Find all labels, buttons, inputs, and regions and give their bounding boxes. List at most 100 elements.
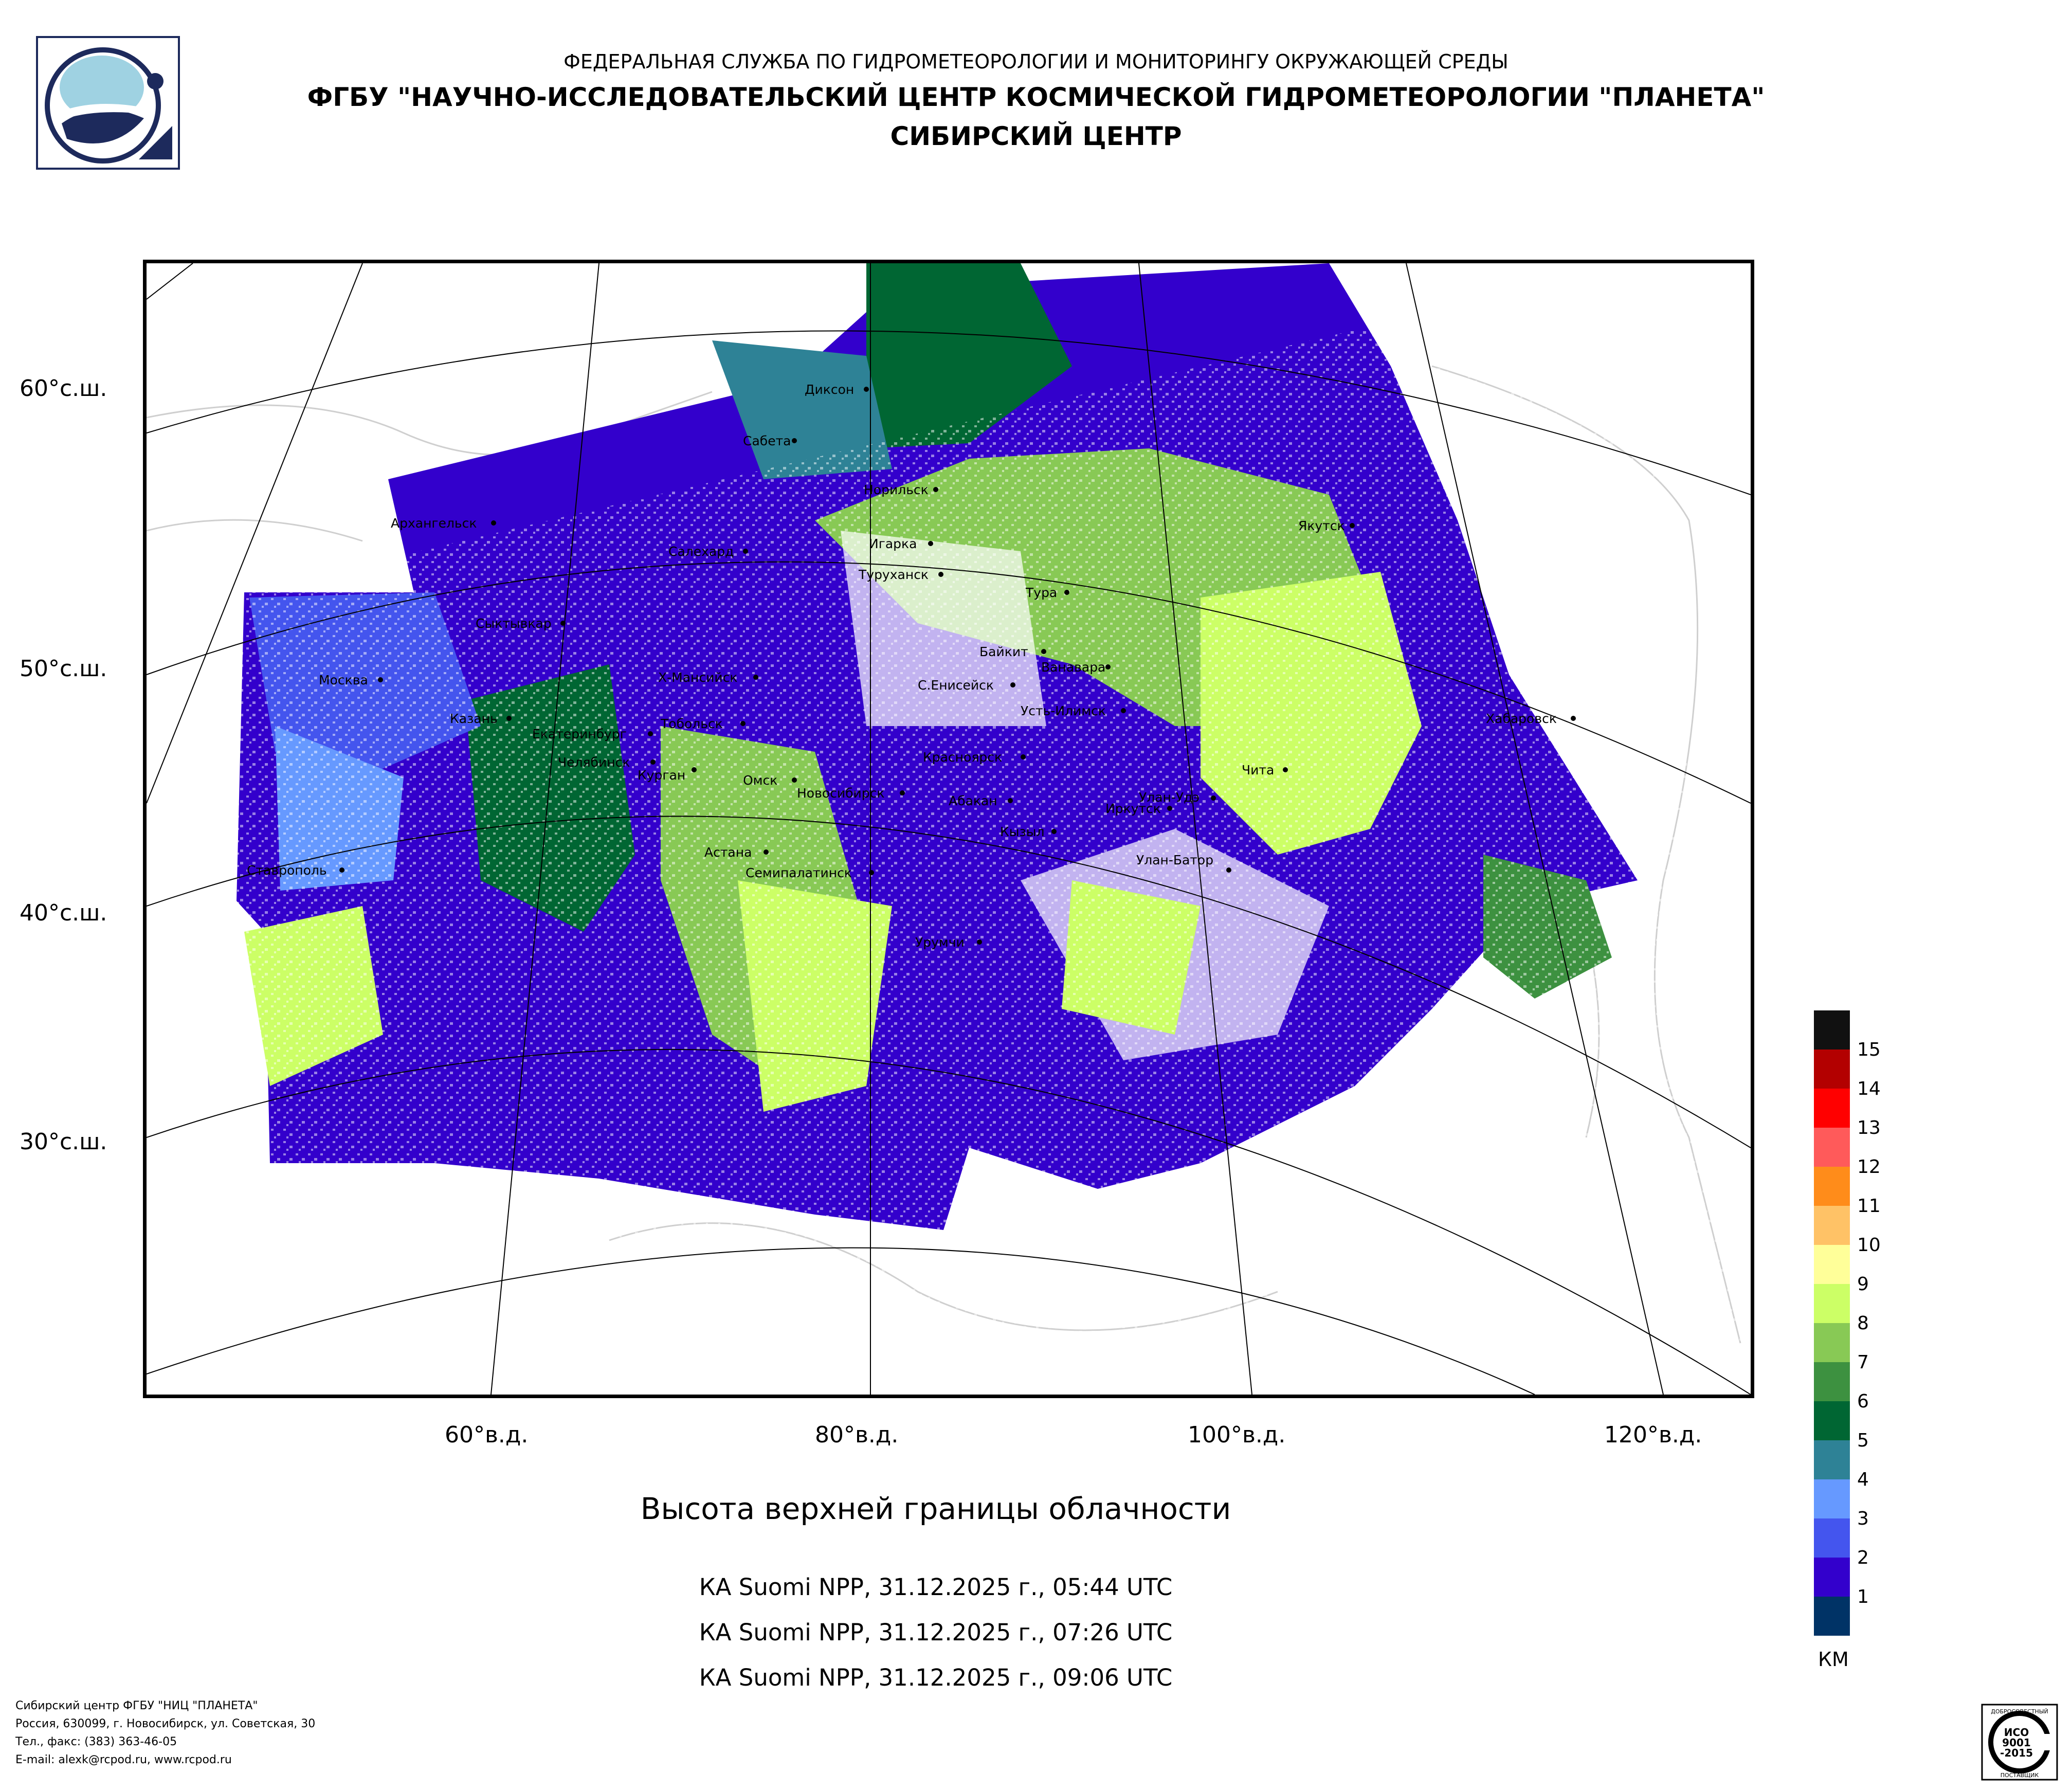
- city-label: Улан-Удэ: [1139, 790, 1199, 805]
- legend-swatch: [1814, 1128, 1850, 1167]
- legend-swatch: [1814, 1167, 1850, 1206]
- lat-label-40: 40°с.ш.: [20, 900, 107, 926]
- city-label: Урумчи: [915, 935, 965, 950]
- legend-label: 10: [1857, 1235, 1881, 1256]
- city-label: Красноярск: [923, 750, 1002, 765]
- city-label: Салехард: [668, 544, 734, 559]
- city-label: Иркутск: [1105, 801, 1161, 816]
- legend-swatch: [1814, 1284, 1850, 1323]
- legend-label: 9: [1857, 1274, 1869, 1295]
- iso-top-text: ДОБРОСОВЕСТНЫЙ: [1991, 1708, 2048, 1715]
- legend-label: 2: [1857, 1547, 1869, 1568]
- iso-certification-badge: ДОБРОСОВЕСТНЫЙ ИСО 9001 -2015 ПОСТАВЩИК: [1981, 1704, 2058, 1781]
- legend-label: 3: [1857, 1508, 1869, 1529]
- city-label: Кызыл: [1000, 824, 1045, 839]
- footer-org: Сибирский центр ФГБУ "НИЦ "ПЛАНЕТА": [15, 1699, 258, 1712]
- legend-label: 14: [1857, 1078, 1881, 1099]
- lat-label-50: 50°с.ш.: [20, 656, 107, 682]
- legend-swatch: [1814, 1440, 1850, 1479]
- city-label: Якутск: [1298, 518, 1345, 533]
- footer-phone: Тел., факс: (383) 363-46-05: [15, 1735, 177, 1748]
- city-label: Абакан: [949, 793, 997, 808]
- legend-label: 7: [1857, 1352, 1869, 1373]
- city-label: Сыктывкар: [476, 616, 552, 631]
- legend-swatch: [1814, 1089, 1850, 1128]
- map-frame: Диксон Сабета Норильск Архангельск Салех…: [143, 260, 1754, 1398]
- legend-label: 11: [1857, 1196, 1881, 1217]
- iso-l2: 9001: [2002, 1736, 2031, 1749]
- city-label: Туруханск: [858, 567, 929, 582]
- agency-name: ФЕДЕРАЛЬНАЯ СЛУЖБА ПО ГИДРОМЕТЕОРОЛОГИИ …: [564, 50, 1508, 73]
- legend-label: 6: [1857, 1391, 1869, 1412]
- lat-label-30: 30°с.ш.: [20, 1129, 107, 1155]
- lon-label-60: 60°в.д.: [445, 1422, 529, 1448]
- city-label: Омск: [743, 773, 777, 788]
- legend-swatch: [1814, 1558, 1850, 1597]
- legend-unit: КМ: [1818, 1648, 1849, 1671]
- legend-label: 1: [1857, 1586, 1869, 1607]
- city-label: Хабаровск: [1486, 711, 1557, 726]
- legend-swatch: [1814, 1050, 1850, 1089]
- city-label: Усть-Илимск: [1021, 703, 1106, 718]
- city-label: Тура: [1025, 585, 1057, 600]
- legend-label: 13: [1857, 1117, 1881, 1138]
- graticule: [147, 263, 1751, 1395]
- city-label: Москва: [319, 673, 368, 688]
- city-label: Чита: [1242, 763, 1274, 777]
- height-legend: [1814, 1010, 1850, 1643]
- city-label: Х-Мансийск: [658, 670, 737, 685]
- city-label: Екатеринбург: [532, 727, 627, 741]
- city-label: Улан-Батор: [1136, 853, 1213, 867]
- city-label: Архангельск: [391, 516, 477, 531]
- legend-label: 15: [1857, 1039, 1881, 1060]
- branch-name: СИБИРСКИЙ ЦЕНТР: [890, 121, 1182, 151]
- city-label: Астана: [704, 845, 752, 860]
- city-label: Байкит: [979, 644, 1028, 659]
- city-markers: Диксон Сабета Норильск Архангельск Салех…: [247, 382, 1576, 950]
- legend-swatch: [1814, 1362, 1850, 1401]
- city-label: С.Енисейск: [918, 678, 994, 693]
- city-label: Семипалатинск: [746, 865, 852, 880]
- lon-label-120: 120°в.д.: [1604, 1422, 1702, 1448]
- city-label: Ванавара: [1041, 660, 1105, 675]
- city-label: Курган: [638, 768, 685, 783]
- cloud-top-height-map: Диксон Сабета Норильск Архангельск Салех…: [147, 263, 1751, 1395]
- legend-swatch: [1814, 1245, 1850, 1284]
- legend-label: 8: [1857, 1313, 1869, 1334]
- legend-swatch: [1814, 1597, 1850, 1636]
- iso-l3: -2015: [2000, 1747, 2033, 1759]
- center-name: ФГБУ "НАУЧНО-ИССЛЕДОВАТЕЛЬСКИЙ ЦЕНТР КОС…: [307, 82, 1765, 112]
- planeta-logo: [36, 36, 180, 170]
- pass-info-1: КА Suomi NPP, 31.12.2025 г., 05:44 UTC: [699, 1573, 1173, 1601]
- legend-swatch: [1814, 1206, 1850, 1245]
- footer-email: E-mail: alexk@rcpod.ru, www.rcpod.ru: [15, 1753, 232, 1766]
- legend-label: 4: [1857, 1469, 1869, 1490]
- lon-label-80: 80°в.д.: [815, 1422, 899, 1448]
- legend-swatch: [1814, 1479, 1850, 1518]
- cloud-coverage-layer: [147, 263, 1751, 1395]
- city-label: Ставрополь: [247, 863, 327, 878]
- legend-swatch: [1814, 1518, 1850, 1558]
- city-label: Сабета: [743, 433, 791, 448]
- footer-contacts: Сибирский центр ФГБУ "НИЦ "ПЛАНЕТА" Росс…: [15, 1697, 315, 1769]
- footer-address: Россия, 630099, г. Новосибирск, ул. Сове…: [15, 1717, 316, 1730]
- pass-info-2: КА Suomi NPP, 31.12.2025 г., 07:26 UTC: [699, 1619, 1173, 1646]
- iso-bottom-text: ПОСТАВЩИК: [2001, 1772, 2039, 1779]
- legend-label: 12: [1857, 1156, 1881, 1178]
- legend-swatch: [1814, 1323, 1850, 1362]
- lat-label-60: 60°с.ш.: [20, 375, 107, 402]
- pass-info-3: КА Suomi NPP, 31.12.2025 г., 09:06 UTC: [699, 1664, 1173, 1691]
- city-label: Игарка: [869, 536, 917, 551]
- map-title: Высота верхней границы облачности: [640, 1491, 1231, 1526]
- iso-l1: ИСО: [2004, 1726, 2029, 1739]
- city-label: Челябинск: [558, 755, 630, 770]
- city-label: Норильск: [864, 482, 929, 497]
- lon-label-100: 100°в.д.: [1188, 1422, 1286, 1448]
- legend-swatch: [1814, 1401, 1850, 1440]
- city-label: Новосибирск: [797, 786, 885, 801]
- city-label: Казань: [450, 711, 498, 726]
- legend-swatch: [1814, 1010, 1850, 1050]
- city-label: Тобольск: [660, 716, 723, 731]
- legend-label: 5: [1857, 1430, 1869, 1451]
- city-label: Диксон: [805, 382, 854, 397]
